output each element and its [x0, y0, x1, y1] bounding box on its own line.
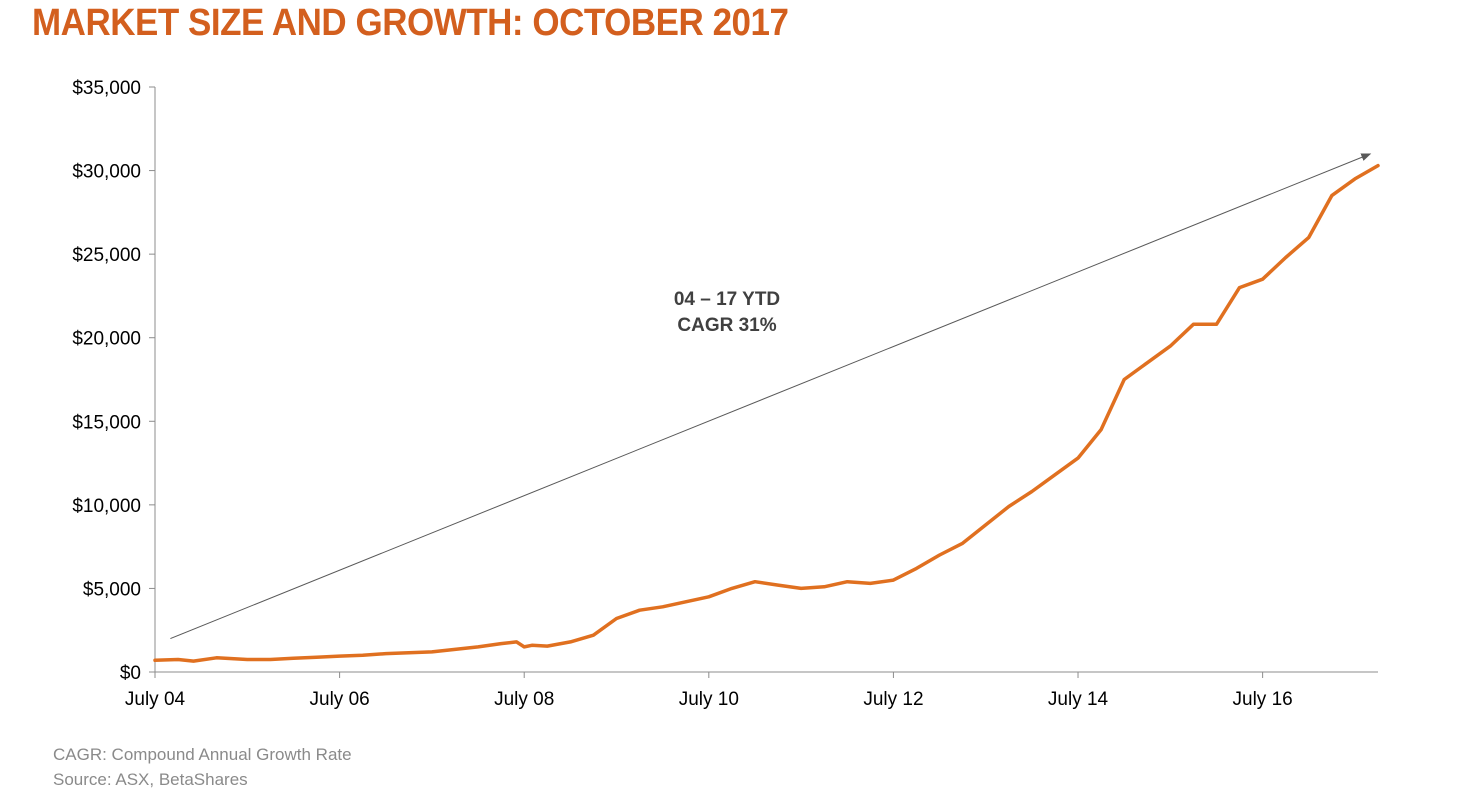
series-layer [153, 163, 1380, 663]
x-tick-label: July 14 [1048, 689, 1109, 710]
y-tick-label: $35,000 [72, 78, 141, 99]
x-tick-label: July 16 [1233, 689, 1293, 710]
y-tick-label: $25,000 [72, 245, 141, 266]
footnote-source: Source: ASX, BetaShares [53, 770, 248, 789]
y-tick-label: $10,000 [72, 496, 141, 517]
trend-arrow [170, 153, 1372, 640]
y-tick-label: $15,000 [72, 412, 141, 433]
x-tick-label: July 06 [310, 689, 370, 710]
chart-title: MARKET SIZE AND GROWTH: OCTOBER 2017 [32, 2, 789, 44]
x-tick-label: July 10 [679, 689, 739, 710]
cagr-arrow [170, 153, 1372, 640]
x-tick-label: July 12 [863, 689, 923, 710]
market-size-line [153, 163, 1380, 663]
y-tick-label: $0 [120, 663, 141, 684]
x-tick-label: July 08 [494, 689, 554, 710]
axes: $0 $5,000 $10,000 $15,000 $20,000 $25,000 $30,… [72, 78, 1378, 710]
y-tick-label: $30,000 [72, 162, 141, 183]
cagr-annotation: 04 – 17 YTD CAGR 31% [674, 289, 780, 336]
y-tick-label: $5,000 [83, 579, 141, 600]
x-tick-label: July 04 [125, 689, 186, 710]
y-tick-label: $20,000 [72, 329, 141, 350]
footnote-definition: CAGR: Compound Annual Growth Rate [53, 745, 352, 764]
annotation-line: 04 – 17 YTD [674, 289, 780, 310]
annotation-line: CAGR 31% [677, 315, 776, 336]
